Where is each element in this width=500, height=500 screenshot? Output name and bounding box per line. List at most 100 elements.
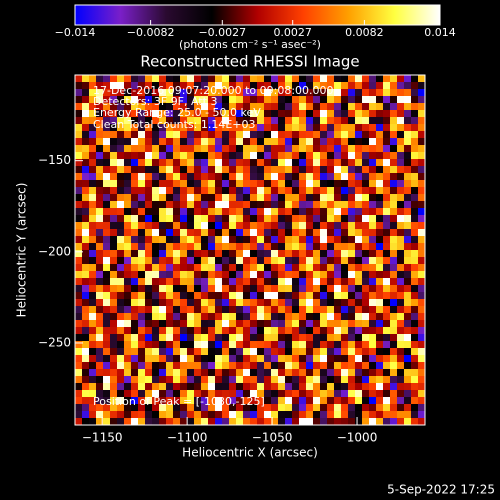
image-pixel bbox=[271, 75, 279, 83]
image-pixel bbox=[159, 208, 167, 216]
image-pixel bbox=[222, 180, 230, 188]
image-pixel bbox=[201, 285, 209, 293]
image-pixel bbox=[131, 327, 139, 335]
image-pixel bbox=[348, 418, 356, 426]
image-pixel bbox=[236, 180, 244, 188]
image-pixel bbox=[117, 166, 125, 174]
image-pixel bbox=[208, 404, 216, 412]
image-pixel bbox=[117, 187, 125, 195]
image-pixel bbox=[362, 397, 370, 405]
image-pixel bbox=[236, 334, 244, 342]
image-pixel bbox=[362, 383, 370, 391]
image-pixel bbox=[348, 369, 356, 377]
image-pixel bbox=[320, 117, 328, 125]
image-pixel bbox=[285, 292, 293, 300]
image-pixel bbox=[404, 271, 412, 279]
image-pixel bbox=[82, 180, 90, 188]
image-pixel bbox=[313, 166, 321, 174]
image-pixel bbox=[313, 75, 321, 83]
image-pixel bbox=[89, 257, 97, 265]
image-pixel bbox=[187, 271, 195, 279]
image-pixel bbox=[397, 313, 405, 321]
image-pixel bbox=[327, 208, 335, 216]
image-pixel bbox=[180, 208, 188, 216]
image-pixel bbox=[229, 411, 237, 419]
image-pixel bbox=[362, 313, 370, 321]
image-pixel bbox=[355, 348, 363, 356]
image-pixel bbox=[271, 320, 279, 328]
image-pixel bbox=[327, 250, 335, 258]
image-pixel bbox=[159, 285, 167, 293]
image-pixel bbox=[124, 376, 132, 384]
image-pixel bbox=[215, 201, 223, 209]
image-pixel bbox=[89, 404, 97, 412]
image-pixel bbox=[96, 152, 104, 160]
image-pixel bbox=[334, 292, 342, 300]
image-pixel bbox=[292, 327, 300, 335]
image-pixel bbox=[96, 285, 104, 293]
image-pixel bbox=[369, 124, 377, 132]
image-pixel bbox=[362, 411, 370, 419]
image-pixel bbox=[376, 82, 384, 90]
image-pixel bbox=[159, 306, 167, 314]
image-pixel bbox=[166, 159, 174, 167]
image-pixel bbox=[194, 404, 202, 412]
image-pixel bbox=[376, 264, 384, 272]
image-pixel bbox=[89, 89, 97, 97]
image-pixel bbox=[187, 152, 195, 160]
image-pixel bbox=[180, 131, 188, 139]
image-pixel bbox=[383, 383, 391, 391]
image-pixel bbox=[397, 166, 405, 174]
image-pixel bbox=[124, 362, 132, 370]
image-pixel bbox=[327, 82, 335, 90]
image-pixel bbox=[334, 96, 342, 104]
image-pixel bbox=[110, 75, 118, 83]
image-pixel bbox=[166, 306, 174, 314]
image-pixel bbox=[138, 257, 146, 265]
image-pixel bbox=[383, 124, 391, 132]
image-pixel bbox=[229, 159, 237, 167]
image-pixel bbox=[103, 257, 111, 265]
image-pixel bbox=[320, 250, 328, 258]
image-pixel bbox=[397, 257, 405, 265]
image-pixel bbox=[404, 236, 412, 244]
image-pixel bbox=[334, 208, 342, 216]
image-pixel bbox=[411, 334, 419, 342]
image-pixel bbox=[327, 180, 335, 188]
image-pixel bbox=[138, 82, 146, 90]
image-pixel bbox=[292, 145, 300, 153]
image-pixel bbox=[257, 180, 265, 188]
image-pixel bbox=[264, 250, 272, 258]
image-pixel bbox=[362, 341, 370, 349]
image-pixel bbox=[75, 306, 83, 314]
image-pixel bbox=[404, 257, 412, 265]
image-pixel bbox=[299, 124, 307, 132]
image-pixel bbox=[320, 397, 328, 405]
image-pixel bbox=[152, 173, 160, 181]
image-pixel bbox=[271, 208, 279, 216]
image-pixel bbox=[243, 236, 251, 244]
image-pixel bbox=[215, 397, 223, 405]
image-pixel bbox=[404, 187, 412, 195]
image-pixel bbox=[355, 138, 363, 146]
image-pixel bbox=[82, 194, 90, 202]
image-pixel bbox=[159, 404, 167, 412]
image-pixel bbox=[229, 278, 237, 286]
image-pixel bbox=[208, 320, 216, 328]
image-pixel bbox=[103, 348, 111, 356]
image-pixel bbox=[285, 117, 293, 125]
image-pixel bbox=[278, 187, 286, 195]
image-pixel bbox=[327, 173, 335, 181]
image-pixel bbox=[173, 383, 181, 391]
image-pixel bbox=[369, 187, 377, 195]
image-pixel bbox=[236, 292, 244, 300]
image-pixel bbox=[131, 243, 139, 251]
image-pixel bbox=[236, 271, 244, 279]
image-pixel bbox=[411, 299, 419, 307]
image-pixel bbox=[82, 313, 90, 321]
image-pixel bbox=[89, 215, 97, 223]
image-pixel bbox=[96, 278, 104, 286]
image-pixel bbox=[355, 208, 363, 216]
image-pixel bbox=[334, 152, 342, 160]
image-pixel bbox=[292, 397, 300, 405]
